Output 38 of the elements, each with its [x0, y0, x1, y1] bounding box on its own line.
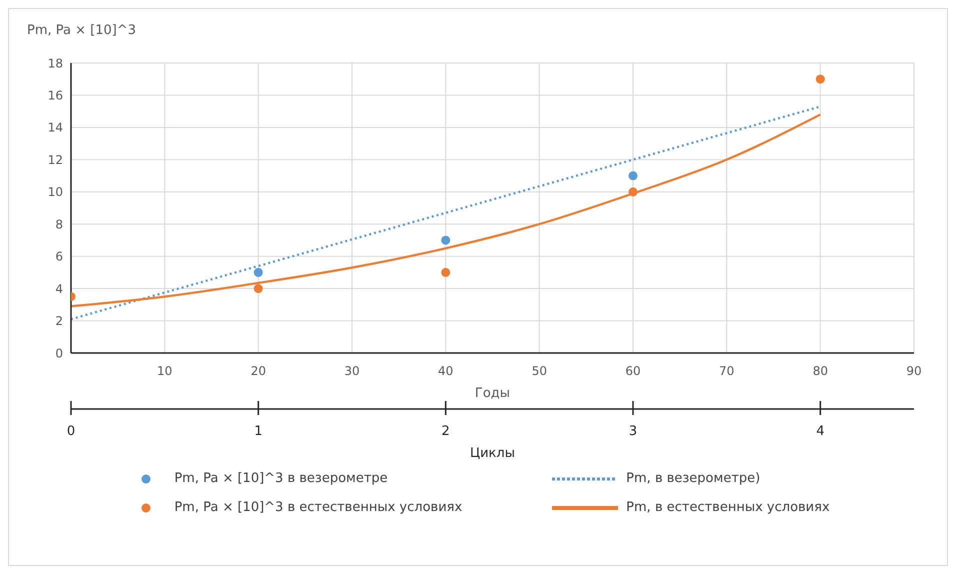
x-tick-label: 70	[719, 364, 734, 378]
x2-tick-label: 2	[442, 424, 450, 439]
y-tick-label: 12	[48, 152, 63, 167]
point	[816, 74, 825, 84]
y-tick-label: 6	[55, 250, 63, 264]
y-tick-label: 8	[55, 217, 63, 232]
x-tick-label: 90	[906, 364, 922, 378]
x2-tick-label: 1	[254, 424, 262, 439]
point	[254, 268, 263, 277]
x2-tick-label: 3	[628, 424, 638, 439]
point	[254, 284, 263, 294]
x-tick-label: 20	[250, 364, 266, 378]
y-axis-title: Pm, Pa × [10]^3	[26, 22, 137, 40]
legend-label: Pm, в естественных условиях	[626, 500, 830, 515]
x-tick-label: 50	[532, 364, 547, 378]
y-tick-label: 0	[55, 346, 63, 360]
point	[628, 171, 638, 180]
point	[441, 268, 450, 277]
y-tick-label: 14	[48, 120, 63, 135]
y-tick-label: 4	[55, 282, 63, 296]
x-tick-label: 40	[438, 364, 454, 378]
x-tick-label: 10	[157, 364, 172, 378]
y-tick-label: 2	[55, 314, 63, 328]
y-tick-label: 10	[48, 185, 63, 200]
x2-tick-label: 0	[66, 424, 76, 439]
x-tick-label: 80	[812, 364, 828, 378]
x-tick-label: 30	[344, 364, 360, 378]
legend-label: Pm, Pa × [10]^3 в везерометре	[174, 471, 388, 486]
y-tick-label: 16	[48, 88, 63, 102]
x-tick-label: 60	[625, 364, 641, 378]
y-tick-label: 18	[48, 56, 63, 70]
x-axis-title: Годы	[474, 386, 510, 401]
point	[628, 187, 638, 196]
x2-tick-label: 4	[816, 424, 824, 439]
point	[441, 236, 450, 245]
legend-label: Pm, Pa × [10]^3 в естественных условиях	[174, 500, 462, 515]
x2-axis-title: Циклы	[470, 446, 515, 461]
legend-label: Pm, в везерометре)	[626, 471, 760, 486]
